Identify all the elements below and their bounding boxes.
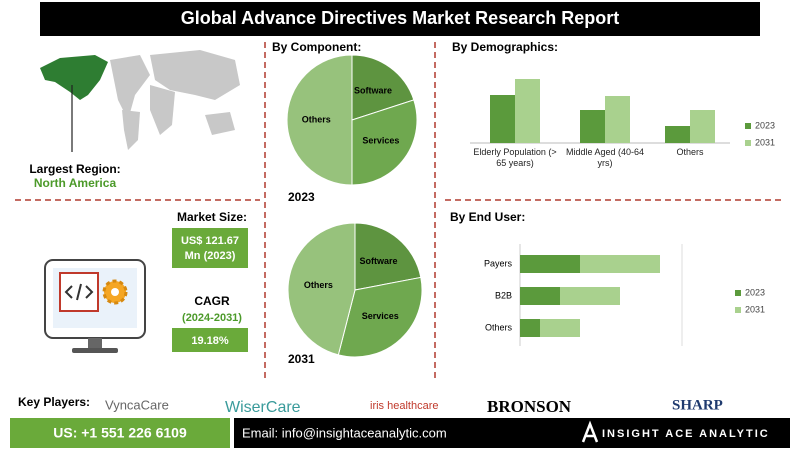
bar (515, 79, 540, 143)
bar (690, 110, 715, 143)
legend-label: 2031 (755, 137, 775, 147)
region-label: Largest Region: (29, 162, 120, 176)
slice-label: Others (302, 114, 331, 124)
bar (580, 255, 660, 273)
category-label-box: Elderly Population (> 65 years) (473, 147, 557, 168)
category-label-box: Middle Aged (40-64 yrs) (565, 147, 645, 168)
region-value: North America (34, 176, 117, 190)
x-tick-label: Middle Aged (40-64 yrs) (565, 147, 645, 168)
pie-year: 2023 (288, 190, 315, 204)
phone-bar (10, 418, 230, 448)
slice-label: Others (304, 280, 333, 290)
pie-slice (287, 222, 356, 356)
bar (540, 319, 580, 337)
market-size-box (172, 228, 248, 268)
bar (605, 96, 630, 143)
map-land (205, 112, 235, 135)
gear-hole (111, 288, 119, 296)
key-players-label: Key Players: (18, 395, 90, 409)
map-land (122, 110, 140, 150)
map-land (150, 85, 175, 135)
legend-swatch (745, 123, 751, 129)
bar (665, 126, 690, 143)
player-logo: BRONSON (487, 397, 572, 416)
slice-label: Software (354, 85, 392, 95)
brand-icon (581, 420, 599, 443)
cagr-label: CAGR (194, 294, 230, 308)
section-title: By End User: (450, 210, 525, 224)
title: Global Advance Directives Market Researc… (181, 8, 620, 28)
slice-label: Services (362, 135, 399, 145)
pie-slice (354, 222, 422, 291)
x-tick-label: Others (676, 147, 704, 157)
pie-slice (286, 54, 353, 186)
section-title: By Component: (272, 40, 361, 54)
pie-year: 2031 (288, 352, 315, 366)
cagr-value: 19.18% (191, 335, 229, 347)
cagr-period: (2024-2031) (182, 312, 242, 324)
y-tick-label: Payers (484, 258, 513, 268)
player-logo: WiserCare (225, 399, 301, 416)
pie-slice (351, 99, 418, 186)
stand (88, 338, 102, 348)
slice-label: Software (359, 256, 397, 266)
market-size-value: US$ 121.67 (181, 235, 239, 247)
bar (490, 95, 515, 143)
legend-label: 2031 (745, 304, 765, 314)
x-tick-label: Elderly Population (> 65 years) (473, 147, 557, 168)
bar (560, 287, 620, 305)
base (72, 348, 118, 353)
legend-swatch (745, 140, 751, 146)
email: Email: info@insightaceanalytic.com (242, 425, 447, 440)
brand: INSIGHT ACE ANALYTIC (602, 428, 770, 440)
legend-label: 2023 (755, 120, 775, 130)
bar (520, 319, 540, 337)
legend-label: 2023 (745, 287, 765, 297)
world-map (40, 50, 240, 152)
bar (580, 110, 605, 143)
pie-slice (351, 54, 415, 121)
monitor-icon (44, 259, 146, 353)
y-tick-label: Others (485, 322, 513, 332)
player-logo: VyncaCare (105, 397, 169, 412)
player-logo: iris healthcare (370, 400, 438, 412)
email-bar (234, 418, 790, 448)
y-tick-label: B2B (495, 290, 512, 300)
bar (520, 287, 560, 305)
map-land (110, 55, 150, 120)
cagr-box (172, 328, 248, 352)
bar (520, 255, 580, 273)
map-land (150, 50, 240, 100)
pie-slice (337, 276, 423, 358)
north-america (40, 55, 108, 100)
phone: US: +1 551 226 6109 (53, 425, 187, 441)
market-size-value: Mn (2023) (185, 250, 236, 262)
title-bar (40, 2, 760, 36)
market-size-label: Market Size: (177, 210, 247, 224)
slice-label: Services (362, 311, 399, 321)
legend-swatch (735, 290, 741, 296)
player-logo: SHARP (672, 397, 723, 413)
section-title: By Demographics: (452, 40, 558, 54)
legend-swatch (735, 307, 741, 313)
category-label-box: Others (676, 147, 704, 157)
code-symbol (64, 283, 94, 301)
